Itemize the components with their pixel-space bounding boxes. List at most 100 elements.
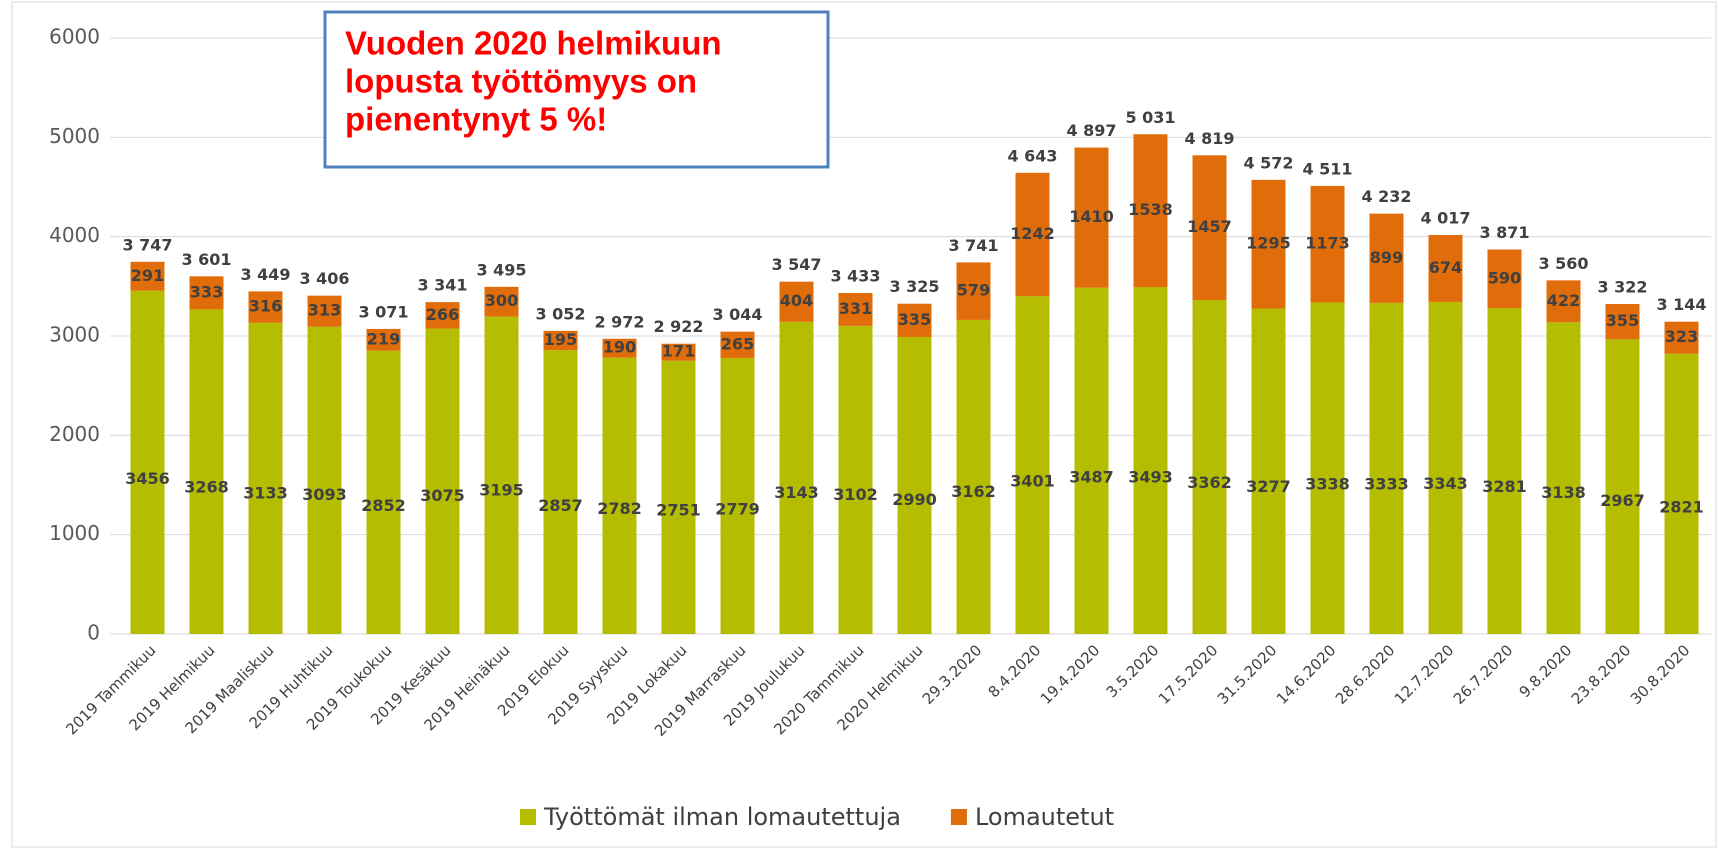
data-label: 3362: [1187, 473, 1232, 492]
bar-segment: [720, 357, 755, 634]
bar-segment: [248, 291, 283, 323]
bar-segment: [1074, 287, 1109, 634]
total-label: 3 495: [476, 260, 526, 279]
data-label: 422: [1547, 291, 1580, 310]
bar-segment: [1251, 179, 1286, 309]
total-label: 3 433: [830, 266, 880, 285]
bar-segment: [307, 326, 342, 634]
data-label: 3138: [1541, 483, 1586, 502]
data-label: 3075: [420, 486, 465, 505]
data-label: 2990: [892, 490, 937, 509]
bar-segment: [1074, 147, 1109, 288]
x-tick-label: 31.5.2020: [1214, 641, 1281, 708]
data-label: 3102: [833, 485, 878, 504]
x-tick-label: 30.8.2020: [1627, 641, 1694, 708]
bar-segment: [1192, 155, 1227, 301]
bar-segment: [602, 357, 637, 634]
y-tick-label: 2000: [49, 422, 100, 446]
bar-segment: [484, 316, 519, 634]
bar-segment: [1015, 172, 1050, 297]
data-label: 195: [544, 330, 577, 349]
data-label: 3493: [1128, 467, 1173, 486]
total-label: 4 017: [1420, 208, 1470, 227]
bar-segment: [1428, 234, 1463, 302]
data-label: 2751: [656, 501, 701, 520]
data-label: 1242: [1010, 224, 1055, 243]
data-label: 899: [1370, 248, 1403, 267]
x-tick-label: 19.4.2020: [1037, 641, 1104, 708]
bar-segment: [897, 336, 932, 634]
data-label: 3195: [479, 481, 524, 500]
bar-segment: [1428, 301, 1463, 634]
bar-segment: [838, 325, 873, 634]
total-label: 3 741: [948, 236, 998, 255]
bar-segment: [1546, 322, 1581, 634]
data-label: 333: [190, 282, 223, 301]
total-label: 2 922: [653, 317, 703, 336]
data-label: 355: [1606, 311, 1639, 330]
total-label: 4 897: [1066, 121, 1116, 140]
total-label: 3 071: [358, 302, 408, 321]
annotation-text: Vuoden 2020 helmikuun: [345, 25, 722, 62]
bar-segment: [1310, 185, 1345, 303]
total-label: 3 144: [1656, 295, 1706, 314]
data-label: 674: [1429, 258, 1462, 277]
total-label: 5 031: [1125, 108, 1175, 127]
data-label: 3333: [1364, 475, 1409, 494]
data-label: 2852: [361, 496, 406, 515]
total-label: 3 322: [1597, 278, 1647, 297]
total-label: 4 232: [1361, 187, 1411, 206]
total-label: 3 325: [889, 277, 939, 296]
bar-segment: [1192, 300, 1227, 634]
bar-segment: [1369, 213, 1404, 303]
data-label: 1457: [1187, 217, 1232, 236]
bar-segment: [425, 302, 460, 329]
bar-segment: [130, 261, 165, 291]
x-tick-label: 17.5.2020: [1155, 641, 1222, 708]
bar-segment: [1310, 302, 1345, 634]
bar-segment: [1605, 339, 1640, 634]
bar-segment: [130, 290, 165, 634]
data-label: 1410: [1069, 207, 1114, 226]
bar-segment: [1369, 302, 1404, 634]
data-label: 3268: [184, 477, 229, 496]
total-label: 3 747: [122, 235, 172, 254]
bar-segment: [1487, 308, 1522, 634]
total-label: 3 601: [181, 250, 231, 269]
data-label: 2857: [538, 496, 583, 515]
x-tick-label: 26.7.2020: [1450, 641, 1517, 708]
data-label: 331: [839, 299, 872, 318]
annotation-text: lopusta työttömyys on: [345, 63, 697, 100]
x-tick-label: 3.5.2020: [1103, 641, 1163, 701]
total-label: 4 643: [1007, 146, 1057, 165]
bar-segment: [543, 350, 578, 634]
bar-segment: [1133, 134, 1168, 288]
annotation-text: pienentynyt 5 %!: [345, 101, 607, 138]
bar-segment: [484, 286, 519, 317]
bar-segment: [1664, 321, 1699, 354]
data-label: 579: [957, 281, 990, 300]
data-label: 291: [131, 266, 164, 285]
legend-label: Työttömät ilman lomautettuja: [543, 803, 901, 831]
total-label: 3 560: [1538, 254, 1588, 273]
data-label: 1295: [1246, 234, 1291, 253]
total-label: 3 052: [535, 304, 585, 323]
total-label: 3 044: [712, 305, 762, 324]
data-label: 313: [308, 301, 341, 320]
bar-segment: [897, 303, 932, 337]
bar-segment: [1251, 308, 1286, 634]
total-label: 2 972: [594, 312, 644, 331]
data-label: 190: [603, 338, 636, 357]
data-label: 3133: [243, 483, 288, 502]
x-tick-label: 14.6.2020: [1273, 641, 1340, 708]
bar-segment: [425, 328, 460, 634]
bar-segment: [838, 292, 873, 326]
data-label: 404: [780, 291, 813, 310]
data-label: 219: [367, 329, 400, 348]
legend-swatch: [520, 809, 536, 825]
x-tick-label: 29.3.2020: [919, 641, 986, 708]
data-label: 1538: [1128, 200, 1173, 219]
bar-segment: [720, 331, 755, 358]
legend-swatch: [950, 809, 967, 825]
bar-segment: [1546, 280, 1581, 323]
